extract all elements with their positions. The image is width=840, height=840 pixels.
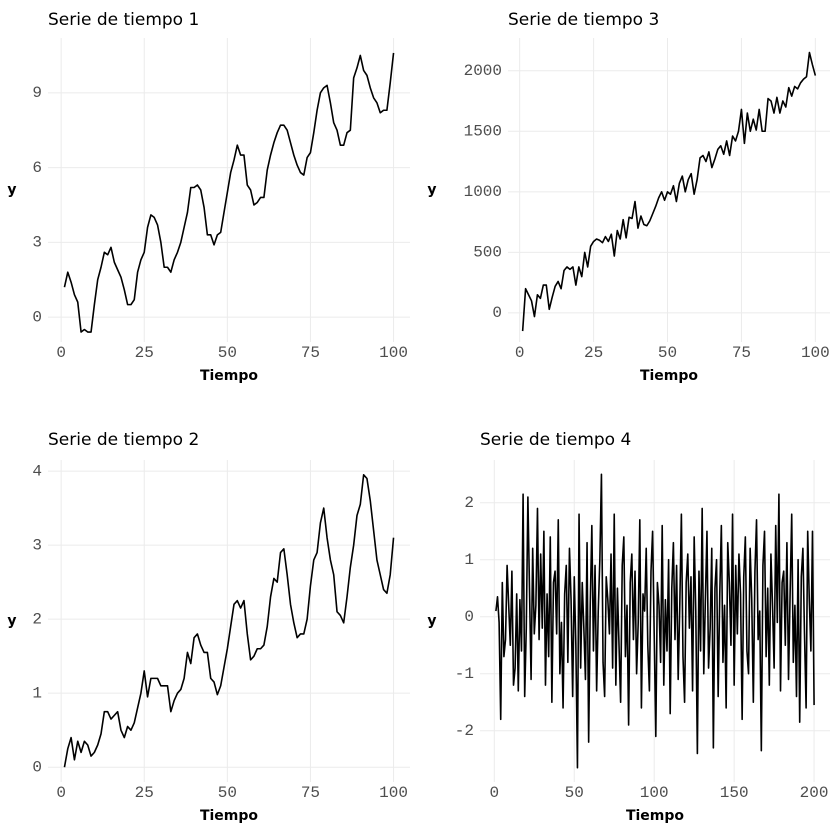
x-tick-label: 150 [720, 784, 749, 802]
y-tick-label: 9 [32, 84, 42, 102]
y-tick-label: 0 [32, 308, 42, 326]
y-tick-label: -1 [455, 665, 474, 683]
y-axis-title: y [7, 182, 16, 198]
x-tick-label: 25 [584, 344, 603, 362]
x-tick-label: 50 [565, 784, 584, 802]
x-tick-label: 50 [218, 344, 237, 362]
x-tick-label: 25 [135, 344, 154, 362]
y-tick-label: 2000 [464, 62, 502, 80]
x-tick-label: 50 [658, 344, 677, 362]
y-tick-label: 1 [464, 551, 474, 569]
y-tick-label: 4 [32, 462, 42, 480]
y-axis-title: y [427, 182, 436, 198]
x-tick-label: 100 [801, 344, 830, 362]
y-tick-label: 1500 [464, 122, 502, 140]
panel-title: Serie de tiempo 1 [48, 10, 199, 30]
x-tick-label: 0 [490, 784, 500, 802]
x-tick-label: 100 [640, 784, 669, 802]
series-line [63, 474, 395, 768]
x-tick-label: 0 [515, 344, 525, 362]
y-tick-label: 1000 [464, 183, 502, 201]
panel-title: Serie de tiempo 3 [508, 10, 659, 30]
y-tick-label: 500 [473, 244, 502, 262]
y-axis-title: y [427, 613, 436, 629]
x-tick-label: 200 [800, 784, 829, 802]
series-line [495, 473, 815, 769]
y-tick-label: 6 [32, 159, 42, 177]
series-line [63, 52, 395, 333]
panel: Serie de tiempo 4 -2 -1 0 1 2 0 50 100 150 200 Tiem… [427, 430, 830, 824]
x-tick-label: 25 [135, 784, 154, 802]
x-tick-label: 0 [56, 784, 66, 802]
x-tick-label: 50 [218, 784, 237, 802]
x-tick-label: 75 [301, 784, 320, 802]
y-tick-label: 2 [32, 610, 42, 628]
x-tick-label: 75 [732, 344, 751, 362]
panel-title: Serie de tiempo 2 [48, 430, 199, 450]
y-tick-label: 0 [32, 758, 42, 776]
x-axis-title: Tiempo [626, 808, 684, 824]
y-tick-label: -2 [455, 722, 474, 740]
series-line [521, 51, 817, 332]
panel-title: Serie de tiempo 4 [480, 430, 631, 450]
x-tick-label: 100 [379, 784, 408, 802]
panel: Serie de tiempo 2 0 1 2 3 4 0 25 50 75 100 Tiempo y [7, 430, 410, 824]
x-axis-title: Tiempo [640, 368, 698, 384]
y-tick-label: 3 [32, 234, 42, 252]
x-tick-label: 75 [301, 344, 320, 362]
y-tick-label: 2 [464, 494, 474, 512]
y-tick-label: 1 [32, 684, 42, 702]
y-tick-label: 0 [464, 608, 474, 626]
panel: Serie de tiempo 3 0 500 1000 1500 2000 0 25 50 75… [427, 10, 830, 384]
x-axis-title: Tiempo [200, 808, 258, 824]
y-tick-label: 3 [32, 536, 42, 554]
panel: Serie de tiempo 1 0 3 6 9 0 25 50 75 100 Tiempo y [7, 10, 410, 384]
x-tick-label: 0 [56, 344, 66, 362]
y-tick-label: 0 [492, 304, 502, 322]
x-tick-label: 100 [379, 344, 408, 362]
y-axis-title: y [7, 613, 16, 629]
x-axis-title: Tiempo [200, 368, 258, 384]
